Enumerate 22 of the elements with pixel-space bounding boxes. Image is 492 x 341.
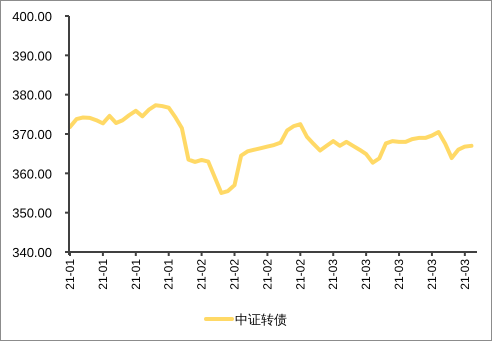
y-tick-label: 390.00 — [12, 48, 52, 64]
x-tick-label: 21-02 — [293, 258, 308, 290]
x-tick-label: 21-03 — [458, 258, 472, 290]
y-tick-label: 340.00 — [12, 245, 52, 260]
x-tick-label: 21-03 — [326, 258, 340, 290]
x-tick-label: 21-02 — [194, 258, 209, 290]
x-tick-label: 21-01 — [96, 258, 110, 290]
y-tick-label: 370.00 — [12, 127, 52, 142]
y-tick-label: 360.00 — [12, 166, 52, 182]
x-tick-label: 21-02 — [228, 258, 242, 290]
x-tick-label: 21-01 — [63, 258, 77, 290]
y-tick-label: 400.00 — [12, 9, 52, 24]
y-tick-label: 350.00 — [12, 206, 52, 221]
x-tick-label: 21-01 — [162, 258, 176, 290]
x-tick-label: 21-03 — [392, 258, 406, 290]
x-tick-label: 21-01 — [128, 258, 143, 290]
line-series — [68, 103, 474, 195]
x-tick-label: 21-03 — [424, 258, 439, 290]
legend-label: 中证转债 — [235, 312, 287, 327]
x-tick-label: 21-02 — [260, 258, 274, 290]
x-tick-label: 21-03 — [359, 258, 374, 290]
y-tick-label: 380.00 — [12, 88, 52, 103]
